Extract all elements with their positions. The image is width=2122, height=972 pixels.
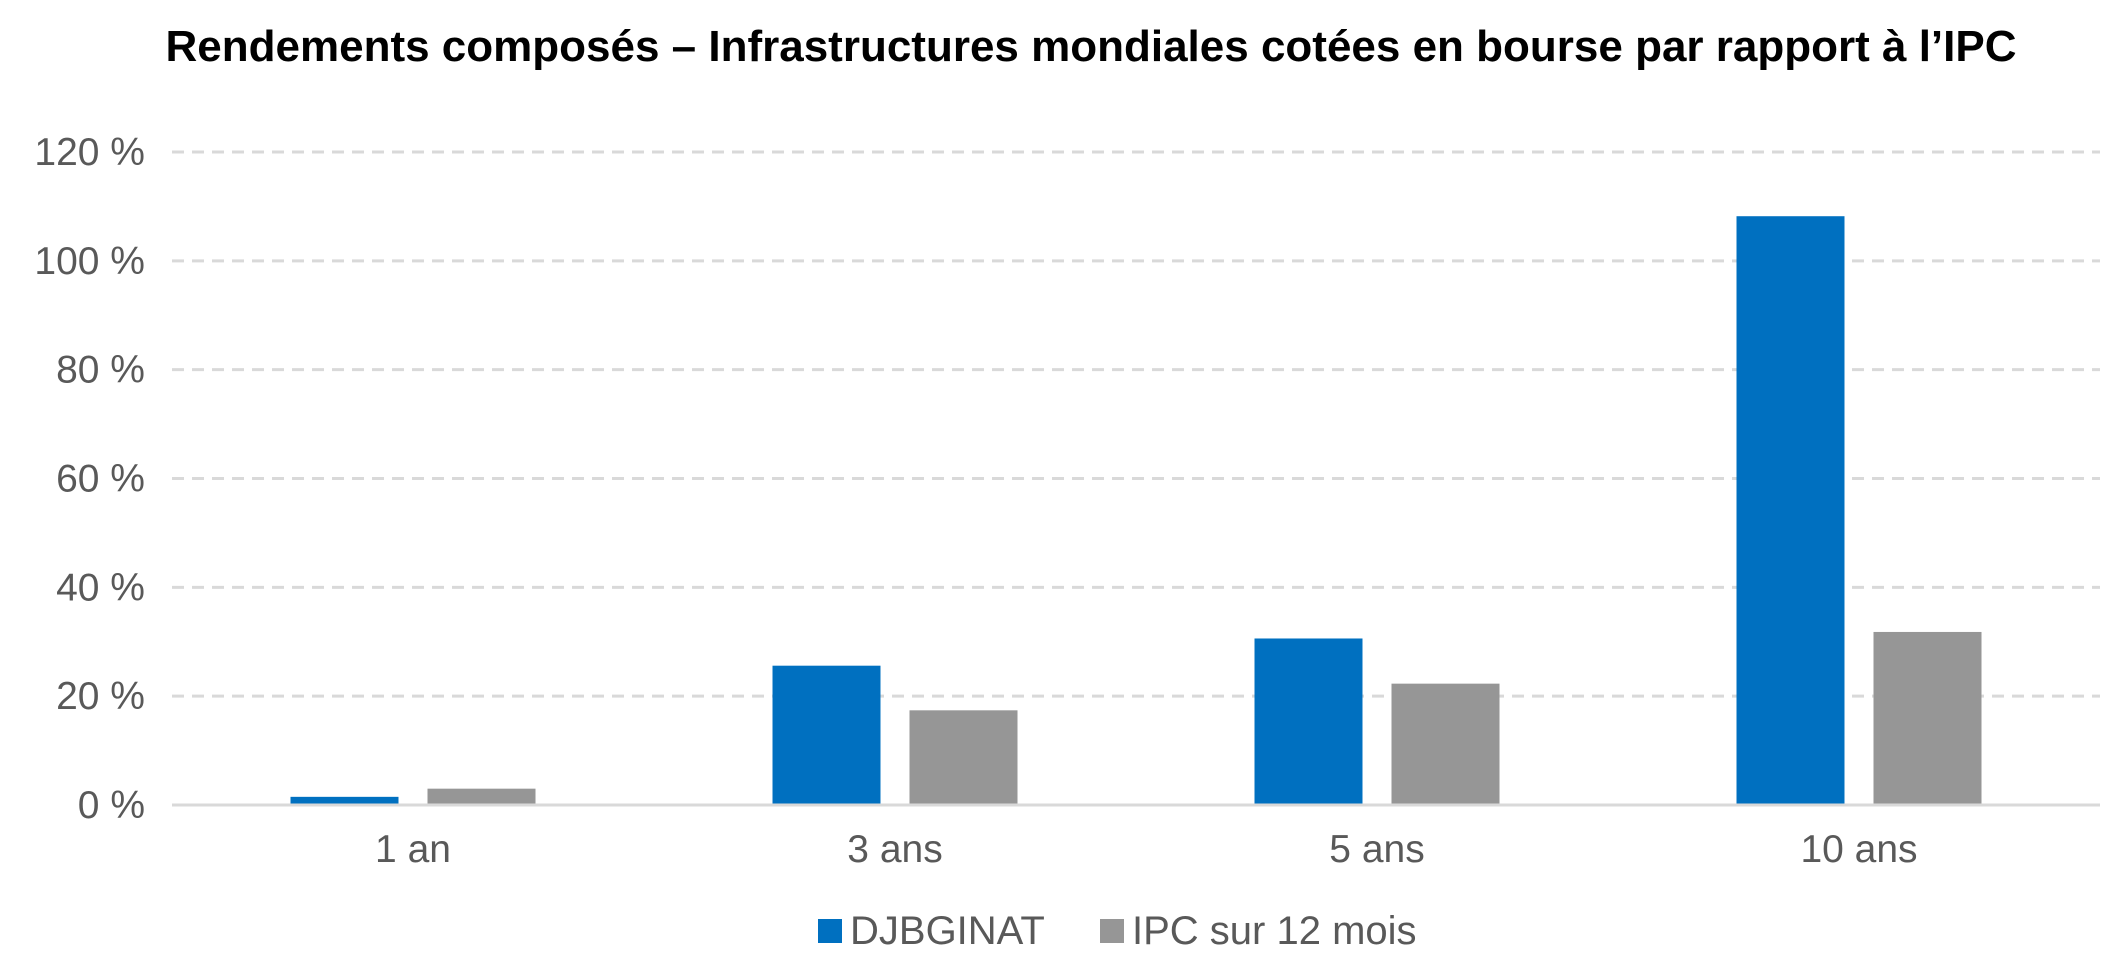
bar-ipc-sur-12-mois-3 [1873, 631, 1982, 805]
chart-title: Rendements composés – Infrastructures mo… [165, 22, 2017, 71]
bar-djbginat-0 [290, 796, 399, 805]
x-tick-label: 10 ans [1800, 828, 1917, 871]
bars [290, 216, 1982, 805]
bar-djbginat-3 [1736, 216, 1845, 805]
legend-label: DJBGINAT [850, 909, 1045, 953]
y-tick-label: 60 % [56, 458, 145, 501]
y-axis-ticks: 0 % 20 % 40 % 60 % 80 % 100 % 120 % [34, 131, 145, 827]
y-tick-label: 40 % [56, 566, 145, 609]
x-tick-label: 1 an [375, 828, 451, 871]
bar-djbginat-2 [1254, 638, 1363, 805]
legend-swatch [1100, 919, 1124, 943]
y-tick-label: 80 % [56, 349, 145, 392]
legend-label: IPC sur 12 mois [1132, 909, 1417, 953]
y-tick-label: 20 % [56, 675, 145, 718]
y-tick-label: 120 % [34, 131, 145, 174]
legend-swatch [818, 919, 842, 943]
x-tick-label: 3 ans [847, 828, 942, 871]
bar-ipc-sur-12-mois-0 [427, 788, 536, 805]
gridlines [172, 150, 2100, 698]
x-axis-ticks: 1 an 3 ans 5 ans 10 ans [375, 828, 1918, 871]
y-tick-label: 100 % [34, 240, 145, 283]
legend: DJBGINAT IPC sur 12 mois [818, 909, 1417, 953]
bar-ipc-sur-12-mois-1 [909, 710, 1018, 805]
y-tick-label: 0 % [78, 784, 145, 827]
x-tick-label: 5 ans [1329, 828, 1424, 871]
bar-ipc-sur-12-mois-2 [1391, 683, 1500, 805]
bar-djbginat-1 [772, 665, 881, 805]
